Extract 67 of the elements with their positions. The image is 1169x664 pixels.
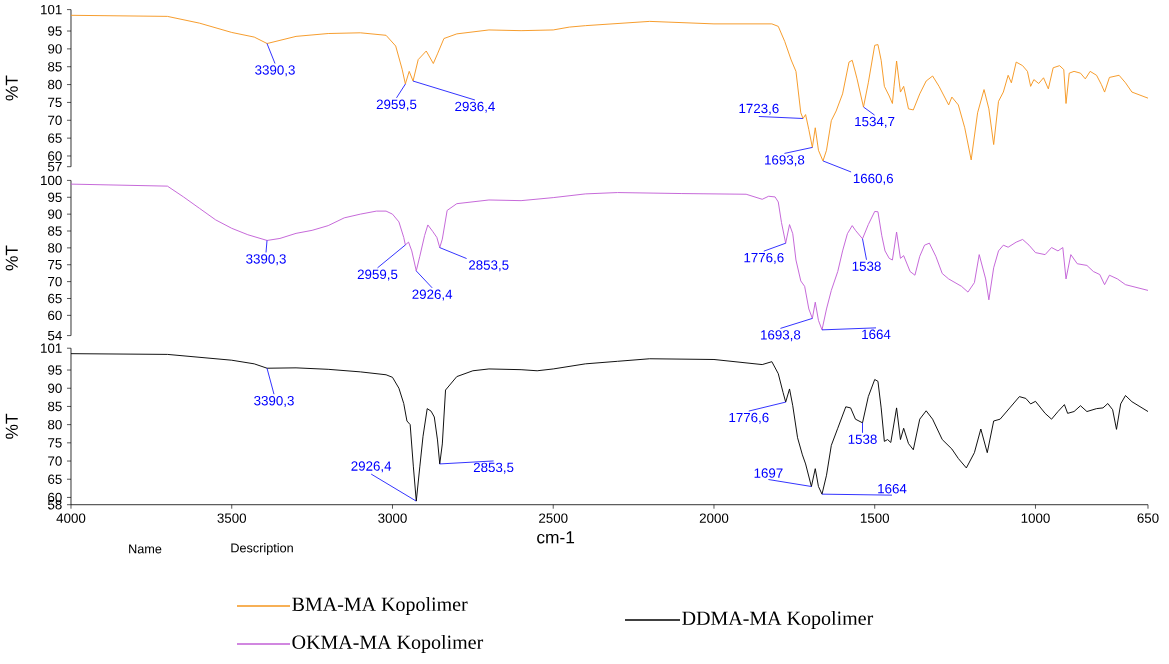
y-tick-label: 70 [48, 276, 62, 287]
annotation: 1776,6 [744, 252, 784, 264]
y-tick-label: 70 [48, 456, 62, 466]
x-axis-title: cm-1 [537, 531, 575, 544]
text: Name [129, 544, 162, 554]
y-tick-label: 65 [48, 293, 62, 304]
annotation: 2926,4 [412, 289, 453, 301]
annotation: 1660,6 [853, 173, 894, 185]
annotation: 2959,5 [376, 99, 417, 111]
y-tick-label: 65 [48, 474, 62, 484]
y-tick-label: 95 [48, 192, 62, 202]
y-tick-label: 60 [48, 310, 62, 321]
y-tick-label: 90 [48, 383, 62, 393]
annotation: 2853,5 [473, 462, 514, 474]
annotation: 1538 [848, 434, 877, 444]
annotation: 3390,3 [246, 254, 286, 266]
y-tick-label: 80 [48, 79, 62, 90]
annotation: 1693,8 [761, 330, 801, 342]
x-tick-label: 2500 [539, 513, 568, 523]
annotation: 2959,5 [357, 269, 398, 281]
y-tick-label: 101 [41, 343, 62, 353]
y-tick-label: 85 [48, 401, 62, 412]
annotation: 3390,3 [255, 65, 295, 77]
annotation: 3390,3 [254, 395, 294, 407]
x-tick-label: 2000 [699, 513, 729, 523]
y-tick-label: 70 [48, 115, 62, 125]
x-tick-label: 4000 [56, 513, 86, 523]
y-tick-label: 90 [48, 44, 62, 54]
annotation: 1664 [862, 329, 891, 340]
y-tick-label: 75 [48, 438, 62, 448]
annotation: 2926,4 [351, 461, 392, 473]
legend-label: BMA-MA Kopolimer [292, 596, 468, 616]
annotation: 2853,5 [468, 260, 509, 272]
x-tick-label: 3500 [217, 513, 247, 523]
y-tick-label: 65 [48, 133, 62, 143]
y-axis-title: %T [5, 75, 18, 101]
annotation: 1723,6 [739, 103, 779, 115]
y-tick-label: 95 [48, 365, 62, 375]
y-tick-label: 101 [41, 4, 62, 15]
y-tick-label: 100 [41, 175, 62, 186]
y-axis-title: %T [5, 245, 18, 271]
x-tick-label: 3000 [378, 513, 407, 523]
x-tick-label: 1000 [1021, 513, 1050, 523]
y-tick-label: 54 [47, 330, 62, 341]
annotation: 1534,7 [855, 116, 895, 128]
x-tick-label: 1500 [860, 513, 890, 523]
annotation: 1664 [878, 483, 907, 494]
y-axis-title: %T [5, 413, 18, 439]
y-tick-label: 90 [48, 209, 62, 219]
annotation: 1697 [754, 468, 783, 478]
y-tick-label: 75 [48, 97, 62, 108]
annotation: 1776,6 [729, 412, 769, 424]
y-tick-label: 60 [48, 151, 62, 161]
y-tick-label: 85 [48, 62, 62, 72]
annotation: 1693,8 [765, 155, 805, 167]
annotation: 2936,4 [455, 101, 495, 113]
y-tick-label: 75 [48, 260, 62, 270]
y-tick-label: 80 [48, 243, 62, 253]
y-tick-label: 80 [48, 419, 62, 430]
x-tick-label: 650 [1137, 513, 1159, 523]
annotation: 1538 [852, 261, 881, 271]
text: Description [231, 543, 293, 555]
y-tick-label: 57 [47, 162, 62, 172]
legend-label: DDMA-MA Kopolimer [682, 610, 874, 630]
y-tick-label: 85 [48, 226, 62, 236]
y-tick-label: 95 [48, 26, 62, 36]
legend-label: OKMA-MA Kopolimer [292, 634, 484, 654]
